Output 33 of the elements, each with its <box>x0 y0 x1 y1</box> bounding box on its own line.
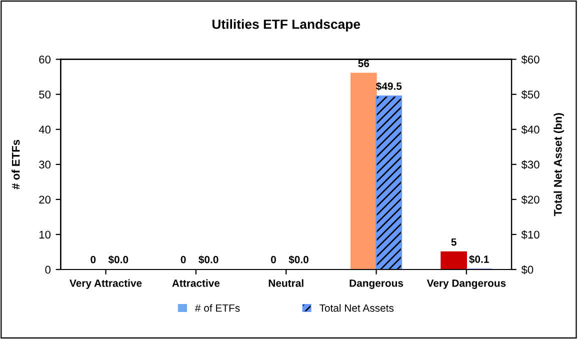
data-label: 0 <box>180 256 186 264</box>
data-label: $0.0 <box>198 255 218 264</box>
data-label: 0 <box>90 256 96 264</box>
y2-tick-label: $10 <box>521 230 540 240</box>
y-tick-label: 20 <box>39 196 51 204</box>
data-label: 5 <box>451 238 456 246</box>
data-label: 0 <box>271 256 276 264</box>
y-tick-label: 40 <box>38 126 51 134</box>
x-tick-label: Attractive <box>172 279 220 287</box>
y-tick-label: 30 <box>39 160 51 169</box>
y-axis-title: # of ETFs <box>12 140 20 190</box>
x-tick-label: Very Attractive <box>70 279 142 289</box>
data-label: $0.0 <box>108 255 128 264</box>
y-tick-label: 0 <box>45 266 51 274</box>
chart-title: Utilities ETF Landscape <box>212 19 360 32</box>
y-tick-label: 60 <box>39 56 51 64</box>
y2-tick-label: $40 <box>521 125 540 134</box>
x-tick-label: Dangerous <box>350 280 404 289</box>
y2-tick-label: $30 <box>521 160 540 170</box>
y2-axis-title: Total Net Asset (bn) <box>554 113 564 216</box>
y2-tick-label: $20 <box>521 195 540 204</box>
x-tick-label: Very Dangerous <box>426 280 506 289</box>
y2-tick-label: $50 <box>521 90 540 100</box>
y2-tick-label: $60 <box>521 55 540 64</box>
y-tick-label: 10 <box>39 230 51 239</box>
data-label: 56 <box>358 60 370 68</box>
x-tick-label: Neutral <box>268 279 304 287</box>
data-label: $0.0 <box>288 255 308 264</box>
y-tick-label: 50 <box>39 90 51 98</box>
y2-tick-label: $0 <box>521 265 534 274</box>
legend-label: Total Net Assets <box>319 304 394 312</box>
data-label: $0.1 <box>469 255 489 264</box>
legend-label: # of ETFs <box>194 304 240 312</box>
